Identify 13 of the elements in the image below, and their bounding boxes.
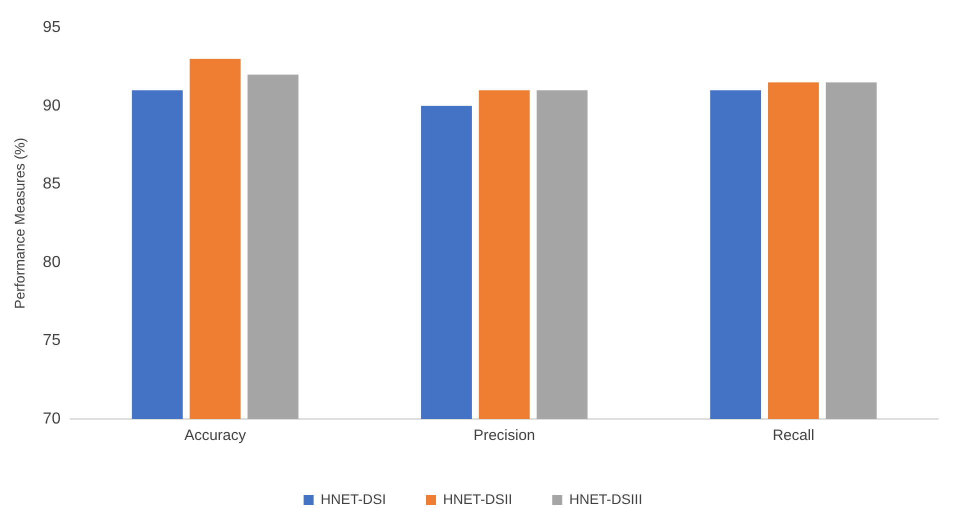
legend-label: HNET-DSII	[442, 490, 512, 507]
x-tick-label: Accuracy	[184, 427, 247, 444]
y-tick-label: 80	[42, 254, 61, 271]
legend-label: HNET-DSI	[320, 490, 386, 507]
y-tick-label: 70	[42, 410, 61, 428]
x-tick-label: Precision	[473, 427, 536, 444]
legend-label: HNET-DSIII	[569, 490, 642, 507]
y-axis-title: Performance Measures (%)	[11, 138, 28, 309]
y-tick-label: 95	[42, 19, 61, 36]
y-tick-label: 75	[42, 332, 61, 350]
x-tick-label: Recall	[772, 427, 814, 444]
y-tick-label: 90	[42, 97, 61, 114]
y-tick-label: 85	[42, 176, 61, 193]
